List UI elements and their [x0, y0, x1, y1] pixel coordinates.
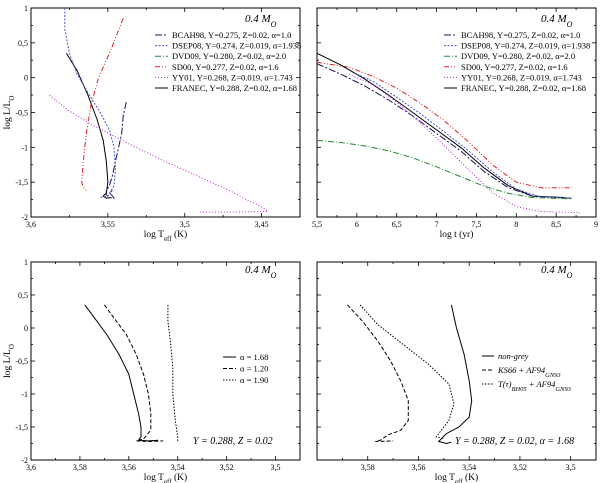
legend-label-YY01: YY01, Y=0.268, Z=0.019, α=1.743	[172, 72, 293, 82]
y-tick-label: -2	[21, 213, 28, 222]
legend-label-alpha_190: α = 1.90	[240, 375, 268, 385]
legend-label-SD00: SD00, Y=0.277, Z=0.02, α=1.6	[461, 62, 568, 72]
y-tick-label: 0	[24, 74, 28, 83]
x-tick-label: 7	[435, 220, 439, 229]
x-tick-label: 9	[594, 220, 598, 229]
series-line-SD00	[317, 61, 573, 189]
legend-label-FRANEC: FRANEC, Y=0.288, Z=0.02, α=1.68	[172, 83, 297, 93]
x-axis-title: log Teff (K)	[435, 472, 478, 483]
x-tick-label: 3,55	[101, 220, 115, 229]
x-tick-label: 3,56	[411, 463, 425, 472]
x-axis-title: log Teff (K)	[144, 472, 187, 483]
legend-label-DVD09: DVD09, Y=0.280, Z=0.02, α=2.0	[461, 51, 575, 61]
x-tick-label: 7,5	[471, 220, 481, 229]
y-tick-label: 1	[24, 258, 28, 267]
series-line-alpha_190	[167, 304, 179, 442]
x-tick-label: 3,52	[513, 463, 527, 472]
x-tick-label: 8,5	[551, 220, 561, 229]
series-line-YY01	[348, 73, 581, 214]
panel-bottom-right: 3,58 3,56 3,54 3,52 3,5 log Teff (K) 0.4 MO non…	[316, 261, 597, 483]
legend-label-YY01: YY01, Y=0.268, Z=0.019, α=1.743	[461, 72, 582, 82]
legend-label-SD00: SD00, Y=0.277, Z=0.02, α=1.6	[172, 62, 279, 72]
x-tick-label: 3,58	[73, 463, 87, 472]
legend-label-DSEP08: DSEP08, Y=0.274, Z=0.019, α=1.938	[461, 41, 590, 51]
y-axis-title: log L/LO	[3, 344, 16, 378]
y-tick-label: 1	[24, 4, 28, 13]
y-tick-label: 0,5	[18, 39, 28, 48]
x-tick-label: 3,52	[220, 463, 234, 472]
x-tick-label: 8	[514, 220, 518, 229]
x-tick-label: 3,58	[361, 463, 375, 472]
x-tick-label: 3,6	[26, 463, 36, 472]
series-line-bh05	[359, 304, 455, 440]
x-tick-label: 3,56	[122, 463, 136, 472]
legend-label-alpha_168: α = 1.68	[240, 352, 268, 362]
legend-label-alpha_120: α = 1.20	[240, 364, 268, 374]
panel-top-left: 3,6 3,55 3,5 3,45 1 0,5 0 -0,5 -1 -1,5 -2 log Teff …	[3, 4, 301, 243]
legend-label-FRANEC: FRANEC, Y=0.288, Z=0.02, α=1.68	[461, 83, 586, 93]
y-tick-label: 0	[24, 324, 28, 333]
x-tick-label: 3,6	[26, 220, 36, 229]
series-line-DSEP08	[64, 8, 117, 198]
legend-label-BCAH98: BCAH98, Y=0.275, Z=0.02, α=1.0	[461, 30, 580, 40]
series-line-ks66	[347, 304, 409, 442]
series-line-DSEP08	[356, 73, 573, 199]
mass-label: 0.4 MO	[245, 13, 277, 29]
legend-label-ks66: KS66 + AF94GN93	[497, 365, 561, 379]
series-line-FRANEC	[65, 53, 111, 199]
panel-top-right: 5,5 6 6,5 7 7,5 8 8,5 9 log t (yr) 0.4 MOBCAH98, …	[312, 7, 598, 240]
mass-label: 0.4 MO	[541, 13, 573, 29]
panel-bottom-left: 3,6 3,58 3,56 3,54 3,52 3,5 1 0,5 0 -0,5 -1 -1,5 -2 l…	[3, 258, 301, 483]
y-tick-label: -1	[21, 143, 28, 152]
legend-label-DSEP08: DSEP08, Y=0.274, Z=0.019, α=1.938	[172, 41, 301, 51]
mass-label: 0.4 MO	[245, 264, 277, 280]
legend-label-nongrey: non-grey	[498, 351, 529, 361]
legend-label-bh05: T(τ)BH05 + AF94GN93	[498, 379, 572, 393]
legend-label-BCAH98: BCAH98, Y=0.275, Z=0.02, α=1.0	[172, 30, 291, 40]
y-tick-label: -2	[21, 456, 28, 465]
series-line-nongrey	[437, 304, 473, 445]
y-tick-label: -1,5	[15, 178, 28, 187]
y-tick-label: -0,5	[15, 109, 28, 118]
annotation-note: Y = 0.288, Z = 0.02	[193, 436, 273, 447]
y-axis-title: log L/LO	[3, 96, 16, 130]
legend-label-DVD09: DVD09, Y=0.280, Z=0.02, α=2.0	[172, 51, 286, 61]
x-tick-label: 3,54	[171, 463, 185, 472]
series-line-BCAH98	[317, 63, 573, 199]
series-line-alpha_120	[103, 304, 164, 443]
x-tick-label: 3,5	[180, 220, 190, 229]
series-line-SD00	[81, 18, 124, 192]
y-tick-label: 0,5	[18, 291, 28, 300]
series-line-YY01	[49, 94, 269, 213]
x-tick-label: 5,5	[312, 220, 322, 229]
x-tick-label: 6	[355, 220, 359, 229]
series-line-DVD09	[317, 139, 573, 200]
x-tick-label: 3,5	[566, 463, 576, 472]
mass-label: 0.4 MO	[541, 264, 573, 280]
x-axis-title: log Teff (K)	[144, 229, 187, 243]
x-tick-label: 3,45	[255, 220, 269, 229]
plot-frame	[316, 261, 597, 461]
series-line-alpha_168	[84, 304, 159, 442]
x-tick-label: 6,5	[392, 220, 402, 229]
series-line-BCAH98	[105, 101, 127, 199]
x-tick-label: 3,54	[462, 463, 476, 472]
annotation-note: Y = 0.288, Z = 0.02, α = 1.68	[455, 436, 574, 447]
y-tick-label: -0,5	[15, 357, 28, 366]
y-tick-label: -1	[21, 390, 28, 399]
x-axis-title: log t (yr)	[440, 229, 474, 240]
y-tick-label: -1,5	[15, 423, 28, 432]
x-tick-label: 3,5	[271, 463, 281, 472]
